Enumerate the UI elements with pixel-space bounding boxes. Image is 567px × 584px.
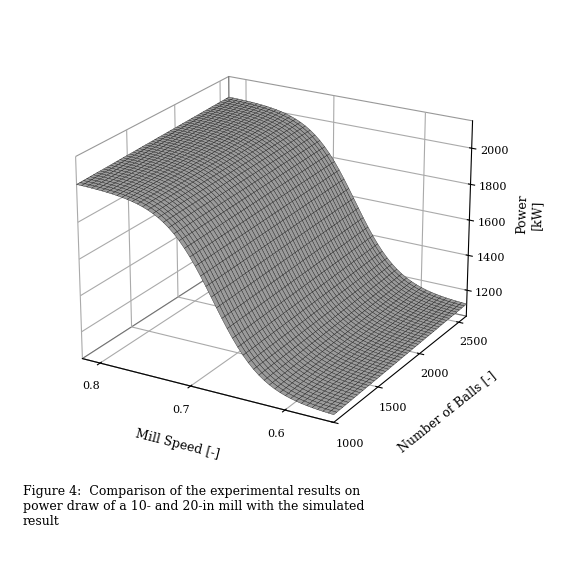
Text: Figure 4:  Comparison of the experimental results on
power draw of a 10- and 20-: Figure 4: Comparison of the experimental…: [23, 485, 364, 528]
X-axis label: Mill Speed [-]: Mill Speed [-]: [134, 427, 221, 461]
Y-axis label: Number of Balls [-]: Number of Balls [-]: [396, 369, 499, 455]
